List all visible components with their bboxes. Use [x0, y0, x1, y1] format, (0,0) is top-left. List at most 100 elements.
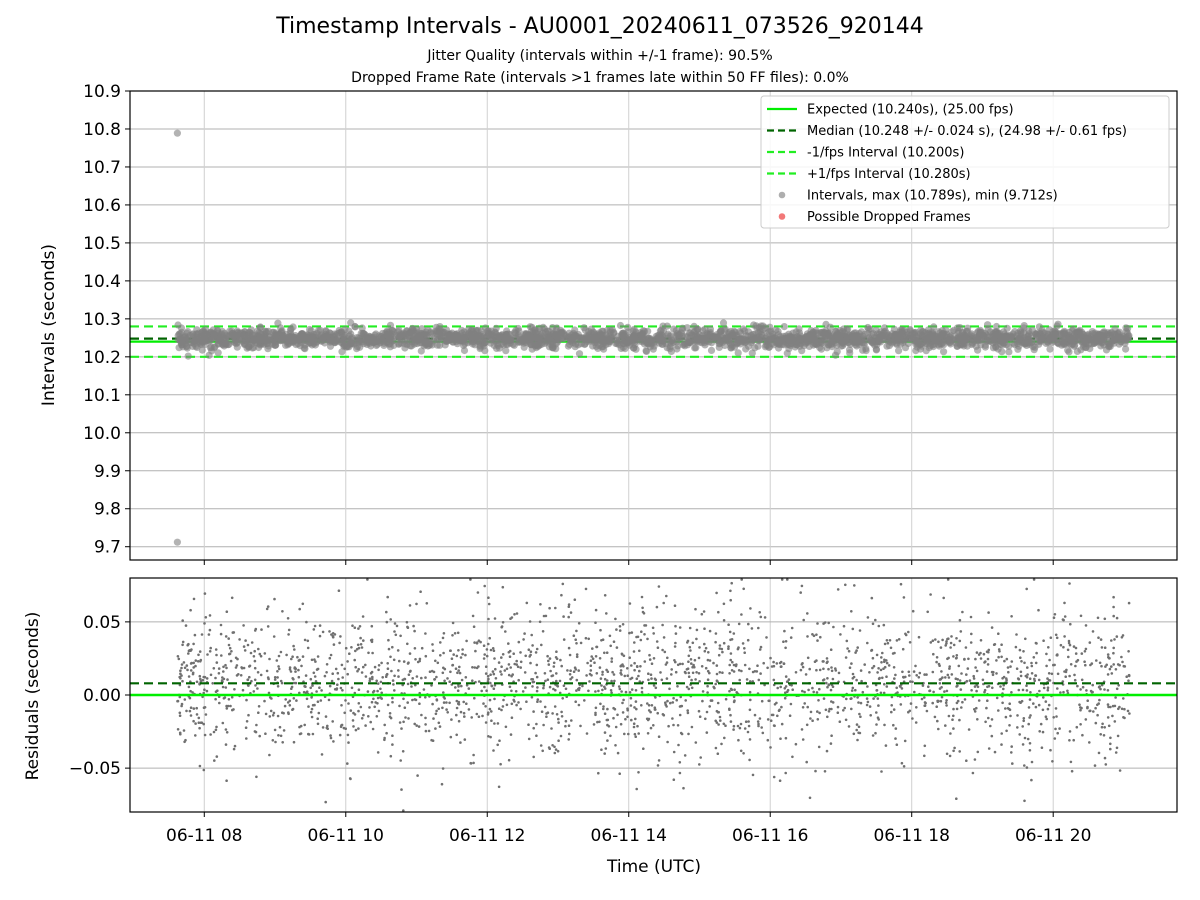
residual-point [1016, 714, 1019, 717]
residual-point [180, 663, 184, 666]
residual-point [663, 650, 667, 654]
residual-point [273, 678, 277, 681]
residual-point [955, 654, 959, 657]
residual-point [209, 673, 213, 677]
residual-point [737, 669, 741, 672]
residual-point [1020, 660, 1023, 663]
residual-point [615, 628, 618, 631]
residual-point [292, 740, 296, 744]
residual-point [691, 641, 695, 645]
residual-point [1010, 660, 1014, 663]
residual-point [646, 732, 650, 735]
residual-point [424, 654, 428, 658]
residual-point [189, 706, 193, 709]
residual-point [1106, 703, 1110, 706]
residual-point [406, 642, 409, 646]
residual-point [288, 699, 292, 703]
residual-point [371, 727, 375, 731]
residual-point [1093, 764, 1097, 767]
residual-point [876, 671, 879, 674]
residual-point [597, 771, 600, 775]
interval-point [940, 348, 948, 356]
residual-point [852, 732, 856, 736]
residual-point [181, 643, 184, 647]
residual-point [371, 675, 374, 679]
residual-point [614, 725, 618, 729]
interval-point [793, 341, 801, 349]
residual-point [1080, 706, 1083, 710]
residual-point [477, 639, 481, 642]
interval-point [986, 333, 994, 341]
residual-point [574, 638, 577, 641]
residual-point [1023, 764, 1026, 767]
residual-point [1080, 678, 1084, 682]
residual-point [185, 664, 189, 667]
residual-point [892, 708, 896, 711]
interval-point [772, 326, 780, 334]
residual-point [662, 713, 666, 717]
residual-point [1017, 677, 1021, 681]
residual-point [277, 665, 280, 668]
residual-point [672, 778, 676, 781]
interval-point [210, 344, 218, 352]
residual-point [439, 641, 442, 644]
residual-point [603, 752, 606, 755]
residual-point [624, 717, 627, 721]
residual-point [340, 663, 344, 667]
residual-point [1109, 747, 1112, 751]
residual-point [215, 661, 219, 664]
residual-point [182, 729, 186, 732]
interval-point [751, 344, 759, 352]
residual-point [1009, 714, 1012, 718]
interval-point [963, 342, 971, 350]
residual-point [621, 701, 624, 705]
residual-point [816, 718, 820, 721]
interval-point [420, 338, 428, 346]
residual-point [189, 689, 192, 693]
residual-point [701, 699, 704, 703]
residual-point [749, 607, 752, 610]
residual-point [920, 697, 924, 701]
residual-point [456, 671, 459, 675]
residual-point [706, 678, 710, 681]
residual-point [489, 673, 492, 676]
residual-point [938, 678, 942, 681]
residual-point [1056, 653, 1059, 656]
residual-point [226, 704, 230, 708]
residual-point [454, 686, 457, 689]
residual-point [449, 735, 453, 739]
residual-point [397, 675, 400, 678]
interval-point [680, 338, 688, 347]
residual-point [878, 676, 881, 680]
residual-point [258, 652, 262, 656]
residual-point [517, 640, 521, 644]
interval-point [616, 321, 625, 330]
residual-point [882, 691, 886, 695]
residual-point [484, 665, 488, 668]
interval-point [1021, 339, 1029, 347]
residual-point [1107, 705, 1110, 709]
interval-point [470, 330, 478, 338]
residual-point [1104, 763, 1108, 766]
residual-point [497, 707, 501, 710]
interval-point [347, 319, 355, 327]
residual-point [772, 775, 776, 779]
residual-point [187, 642, 190, 646]
residual-point [618, 687, 622, 691]
interval-point [571, 343, 579, 351]
residual-point [856, 646, 859, 649]
residual-point [965, 679, 969, 683]
legend-label: Possible Dropped Frames [807, 210, 971, 225]
residual-point [788, 714, 792, 717]
residual-point [366, 578, 369, 581]
residual-point [504, 630, 507, 633]
residual-point [951, 718, 954, 721]
residual-point [698, 715, 702, 718]
residual-point [357, 627, 360, 630]
residual-point [665, 705, 668, 708]
residual-point [380, 691, 384, 695]
interval-point [564, 342, 573, 350]
residual-point [559, 658, 562, 662]
top-y-tick-label: 10.4 [83, 272, 121, 292]
residual-point [190, 661, 193, 665]
